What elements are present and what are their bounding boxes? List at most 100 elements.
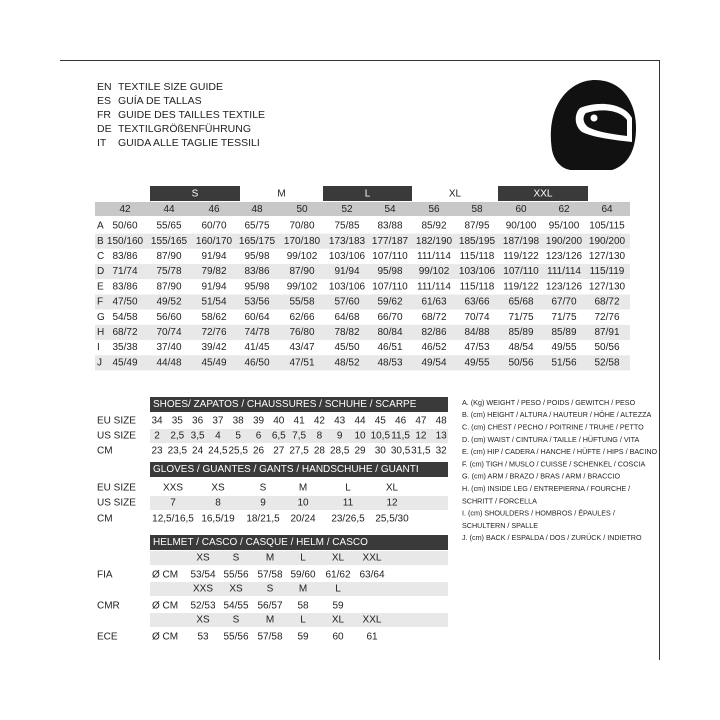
- cell: 27,5: [289, 446, 309, 457]
- cell: 59/60: [290, 570, 315, 581]
- cell: 107/110: [372, 281, 408, 292]
- cell: 10: [297, 498, 309, 509]
- cell: 83/86: [112, 281, 137, 292]
- cell: 24,5: [208, 446, 228, 457]
- cell: 78/82: [334, 327, 359, 338]
- cell: 51/56: [551, 357, 576, 368]
- row-label: D: [97, 266, 104, 277]
- cell: 25,5/30: [375, 514, 409, 525]
- size: XL: [332, 553, 345, 564]
- cell: 84/88: [464, 327, 489, 338]
- cell: 50/56: [594, 342, 619, 353]
- size: XXL: [363, 615, 382, 626]
- cell: M: [299, 483, 307, 494]
- cell: 82/86: [421, 327, 446, 338]
- cell: 61: [366, 632, 378, 643]
- cell: 24: [192, 446, 204, 457]
- language-code: ES: [97, 95, 111, 107]
- size: M: [266, 615, 274, 626]
- cell: 63/64: [359, 570, 384, 581]
- cell: 8: [215, 498, 221, 509]
- cell: 60/64: [244, 312, 269, 323]
- legend-line: E. (cm) HIP / CADERA / HANCHE / HÜFTE / …: [462, 447, 658, 456]
- size: M: [266, 553, 274, 564]
- column-header: 50: [296, 204, 308, 215]
- row-band: [150, 613, 448, 627]
- cell: 7,5: [292, 431, 306, 442]
- cell: 95/98: [244, 281, 269, 292]
- section-bar: [150, 397, 448, 412]
- cell: 173/183: [329, 236, 366, 247]
- cell: S: [260, 483, 267, 494]
- cell: 39/42: [201, 342, 226, 353]
- cell: 35/38: [112, 342, 137, 353]
- cell: 3,5: [191, 431, 205, 442]
- cell: 115/119: [590, 266, 625, 277]
- cell: 95/98: [244, 251, 269, 262]
- unit: Ø CM: [152, 601, 178, 612]
- cell: 35: [172, 416, 184, 427]
- cell: L: [345, 483, 351, 494]
- cell: 107/110: [503, 266, 539, 277]
- section-bar: [150, 535, 448, 550]
- cell: 57/58: [257, 632, 282, 643]
- row-band: [95, 324, 630, 340]
- legend-line: F. (cm) TIGH / MUSLO / CUISSE / SCHENKEL…: [462, 459, 646, 468]
- cell: 30: [375, 446, 387, 457]
- cell: 91/94: [201, 251, 226, 262]
- cell: 87/90: [156, 281, 181, 292]
- legend-line: SCHRITT / FORCELLA: [462, 496, 537, 505]
- cell: 111/114: [547, 266, 581, 277]
- cell: 45: [375, 416, 387, 427]
- cell: 170/180: [284, 236, 321, 247]
- cell: 50/56: [508, 357, 533, 368]
- cell: 56/57: [257, 601, 282, 612]
- language-title: GUÍA DE TALLAS: [118, 94, 202, 107]
- size-group: XL: [449, 189, 462, 200]
- row-label: H: [97, 327, 104, 338]
- cell: 63/66: [464, 297, 489, 308]
- cell: 91/94: [201, 281, 226, 292]
- cell: 150/160: [107, 236, 144, 247]
- legend-line: H. (cm) INSIDE LEG / ENTREPIERNA / FOURC…: [462, 484, 630, 493]
- section-title: HELMET / CASCO / CASQUE / HELM / CASCO: [153, 537, 368, 548]
- row-label: F: [97, 297, 103, 308]
- cell: 6,5: [272, 431, 286, 442]
- size: L: [300, 553, 306, 564]
- legend-line: C. (cm) CHEST / PECHO / POITRINE / TRUHE…: [462, 423, 644, 432]
- cell: 37/40: [156, 342, 181, 353]
- cell: 160/170: [196, 236, 233, 247]
- cell: 39: [253, 416, 265, 427]
- cell: 68/72: [594, 297, 619, 308]
- cell: 30,5: [391, 446, 411, 457]
- cell: 44: [354, 416, 366, 427]
- cell: 190/200: [546, 236, 583, 247]
- cell: 9: [260, 498, 266, 509]
- cell: 51/54: [201, 297, 226, 308]
- size: XXL: [363, 553, 382, 564]
- cell: 182/190: [416, 236, 453, 247]
- column-header: 64: [601, 204, 613, 215]
- cell: 49/55: [551, 342, 576, 353]
- cell: 57/60: [334, 297, 359, 308]
- cell: XS: [211, 483, 225, 494]
- cell: 83/86: [112, 251, 137, 262]
- row-label: EU SIZE: [97, 416, 136, 427]
- size-group: S: [192, 189, 199, 200]
- cell: 103/106: [459, 266, 496, 277]
- size: XS: [196, 615, 210, 626]
- cell: 99/102: [287, 251, 318, 262]
- cell: 111/114: [417, 281, 451, 292]
- language-title: TEXTILE SIZE GUIDE: [118, 81, 223, 93]
- cell: 46/51: [377, 342, 402, 353]
- cell: 80/84: [377, 327, 402, 338]
- cell: 31,5: [411, 446, 431, 457]
- cell: 65/68: [508, 297, 533, 308]
- cell: XL: [386, 483, 399, 494]
- cell: 38: [233, 416, 245, 427]
- column-header: 46: [208, 204, 220, 215]
- cell: 27: [273, 446, 285, 457]
- cell: 53/54: [190, 570, 215, 581]
- cell: 43/47: [289, 342, 314, 353]
